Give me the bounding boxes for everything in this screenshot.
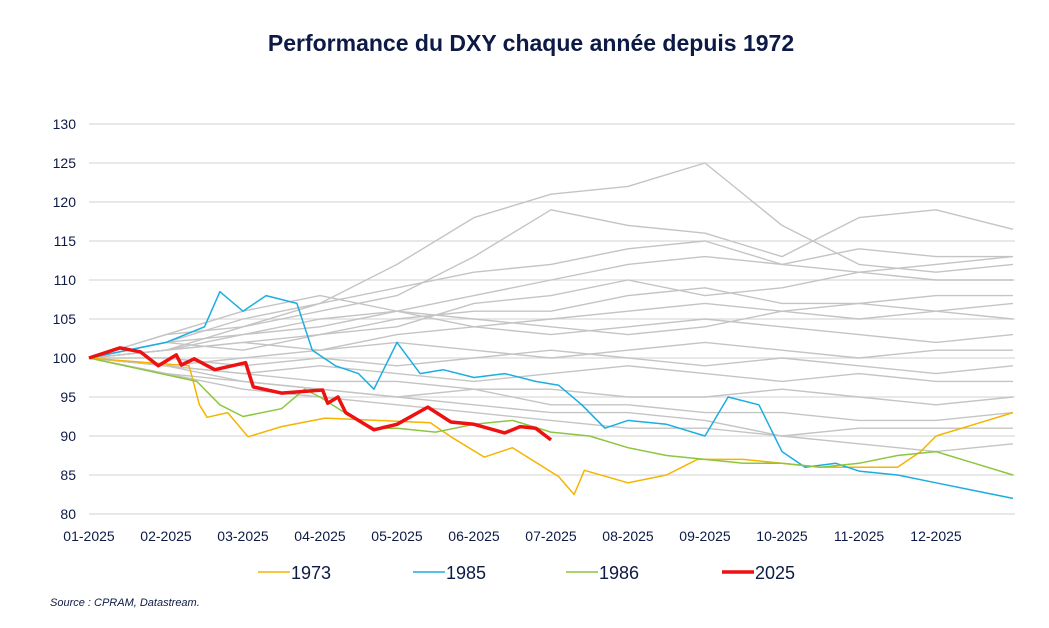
x-tick-label: 04-2025 <box>294 528 346 544</box>
x-tick-label: 12-2025 <box>910 528 962 544</box>
series-line-1985 <box>88 290 1014 500</box>
y-tick-label: 105 <box>53 311 77 327</box>
y-axis-ticks: 80 85 90 95 100 105 110 115 120 125 130 <box>53 116 77 522</box>
background-series-line <box>88 255 1014 359</box>
background-series-line <box>88 341 1013 367</box>
y-tick-label: 85 <box>60 467 76 483</box>
x-tick-label: 07-2025 <box>525 528 577 544</box>
background-series <box>88 162 1014 453</box>
x-tick-label: 02-2025 <box>140 528 192 544</box>
legend-label-1985: 1985 <box>446 563 486 583</box>
y-tick-label: 95 <box>60 389 76 405</box>
background-series-line <box>88 240 1013 359</box>
background-series-line <box>88 357 1014 406</box>
x-tick-label: 08-2025 <box>602 528 654 544</box>
background-series-line <box>88 255 1013 359</box>
series-line-1973 <box>88 357 1014 496</box>
legend: 1973 1985 1986 2025 <box>258 563 795 583</box>
x-tick-label: 01-2025 <box>63 528 115 544</box>
background-series-line <box>88 209 1014 359</box>
legend-label-1986: 1986 <box>599 563 639 583</box>
y-tick-label: 130 <box>53 116 77 132</box>
background-series-line <box>88 357 1014 453</box>
series-line-2025 <box>88 346 553 442</box>
highlight-series <box>88 290 1014 500</box>
y-tick-label: 90 <box>60 428 76 444</box>
x-tick-label: 09-2025 <box>679 528 731 544</box>
chart-title: Performance du DXY chaque année depuis 1… <box>267 30 795 56</box>
legend-label-2025: 2025 <box>755 563 795 583</box>
background-series-line <box>89 349 1014 375</box>
x-axis-ticks: 01-2025 02-2025 03-2025 04-2025 05-2025 06-20… <box>63 528 962 544</box>
x-tick-label: 11-2025 <box>834 528 885 544</box>
y-tick-label: 100 <box>53 350 77 366</box>
x-tick-label: 10-2025 <box>756 528 808 544</box>
source-note: Source : CPRAM, Datastream. <box>50 597 200 609</box>
background-series-line <box>88 162 1014 359</box>
y-tick-label: 80 <box>60 506 76 522</box>
background-series-line <box>88 357 1013 437</box>
x-tick-label: 05-2025 <box>371 528 423 544</box>
y-tick-label: 115 <box>54 233 77 249</box>
x-tick-label: 06-2025 <box>448 528 500 544</box>
y-tick-label: 125 <box>53 155 77 171</box>
y-tick-label: 120 <box>53 194 77 210</box>
background-series-line <box>88 302 1014 359</box>
y-tick-label: 110 <box>54 272 77 288</box>
gridlines <box>89 123 1015 515</box>
legend-label-1973: 1973 <box>291 563 331 583</box>
background-series-line <box>88 318 1014 359</box>
x-tick-label: 03-2025 <box>217 528 269 544</box>
